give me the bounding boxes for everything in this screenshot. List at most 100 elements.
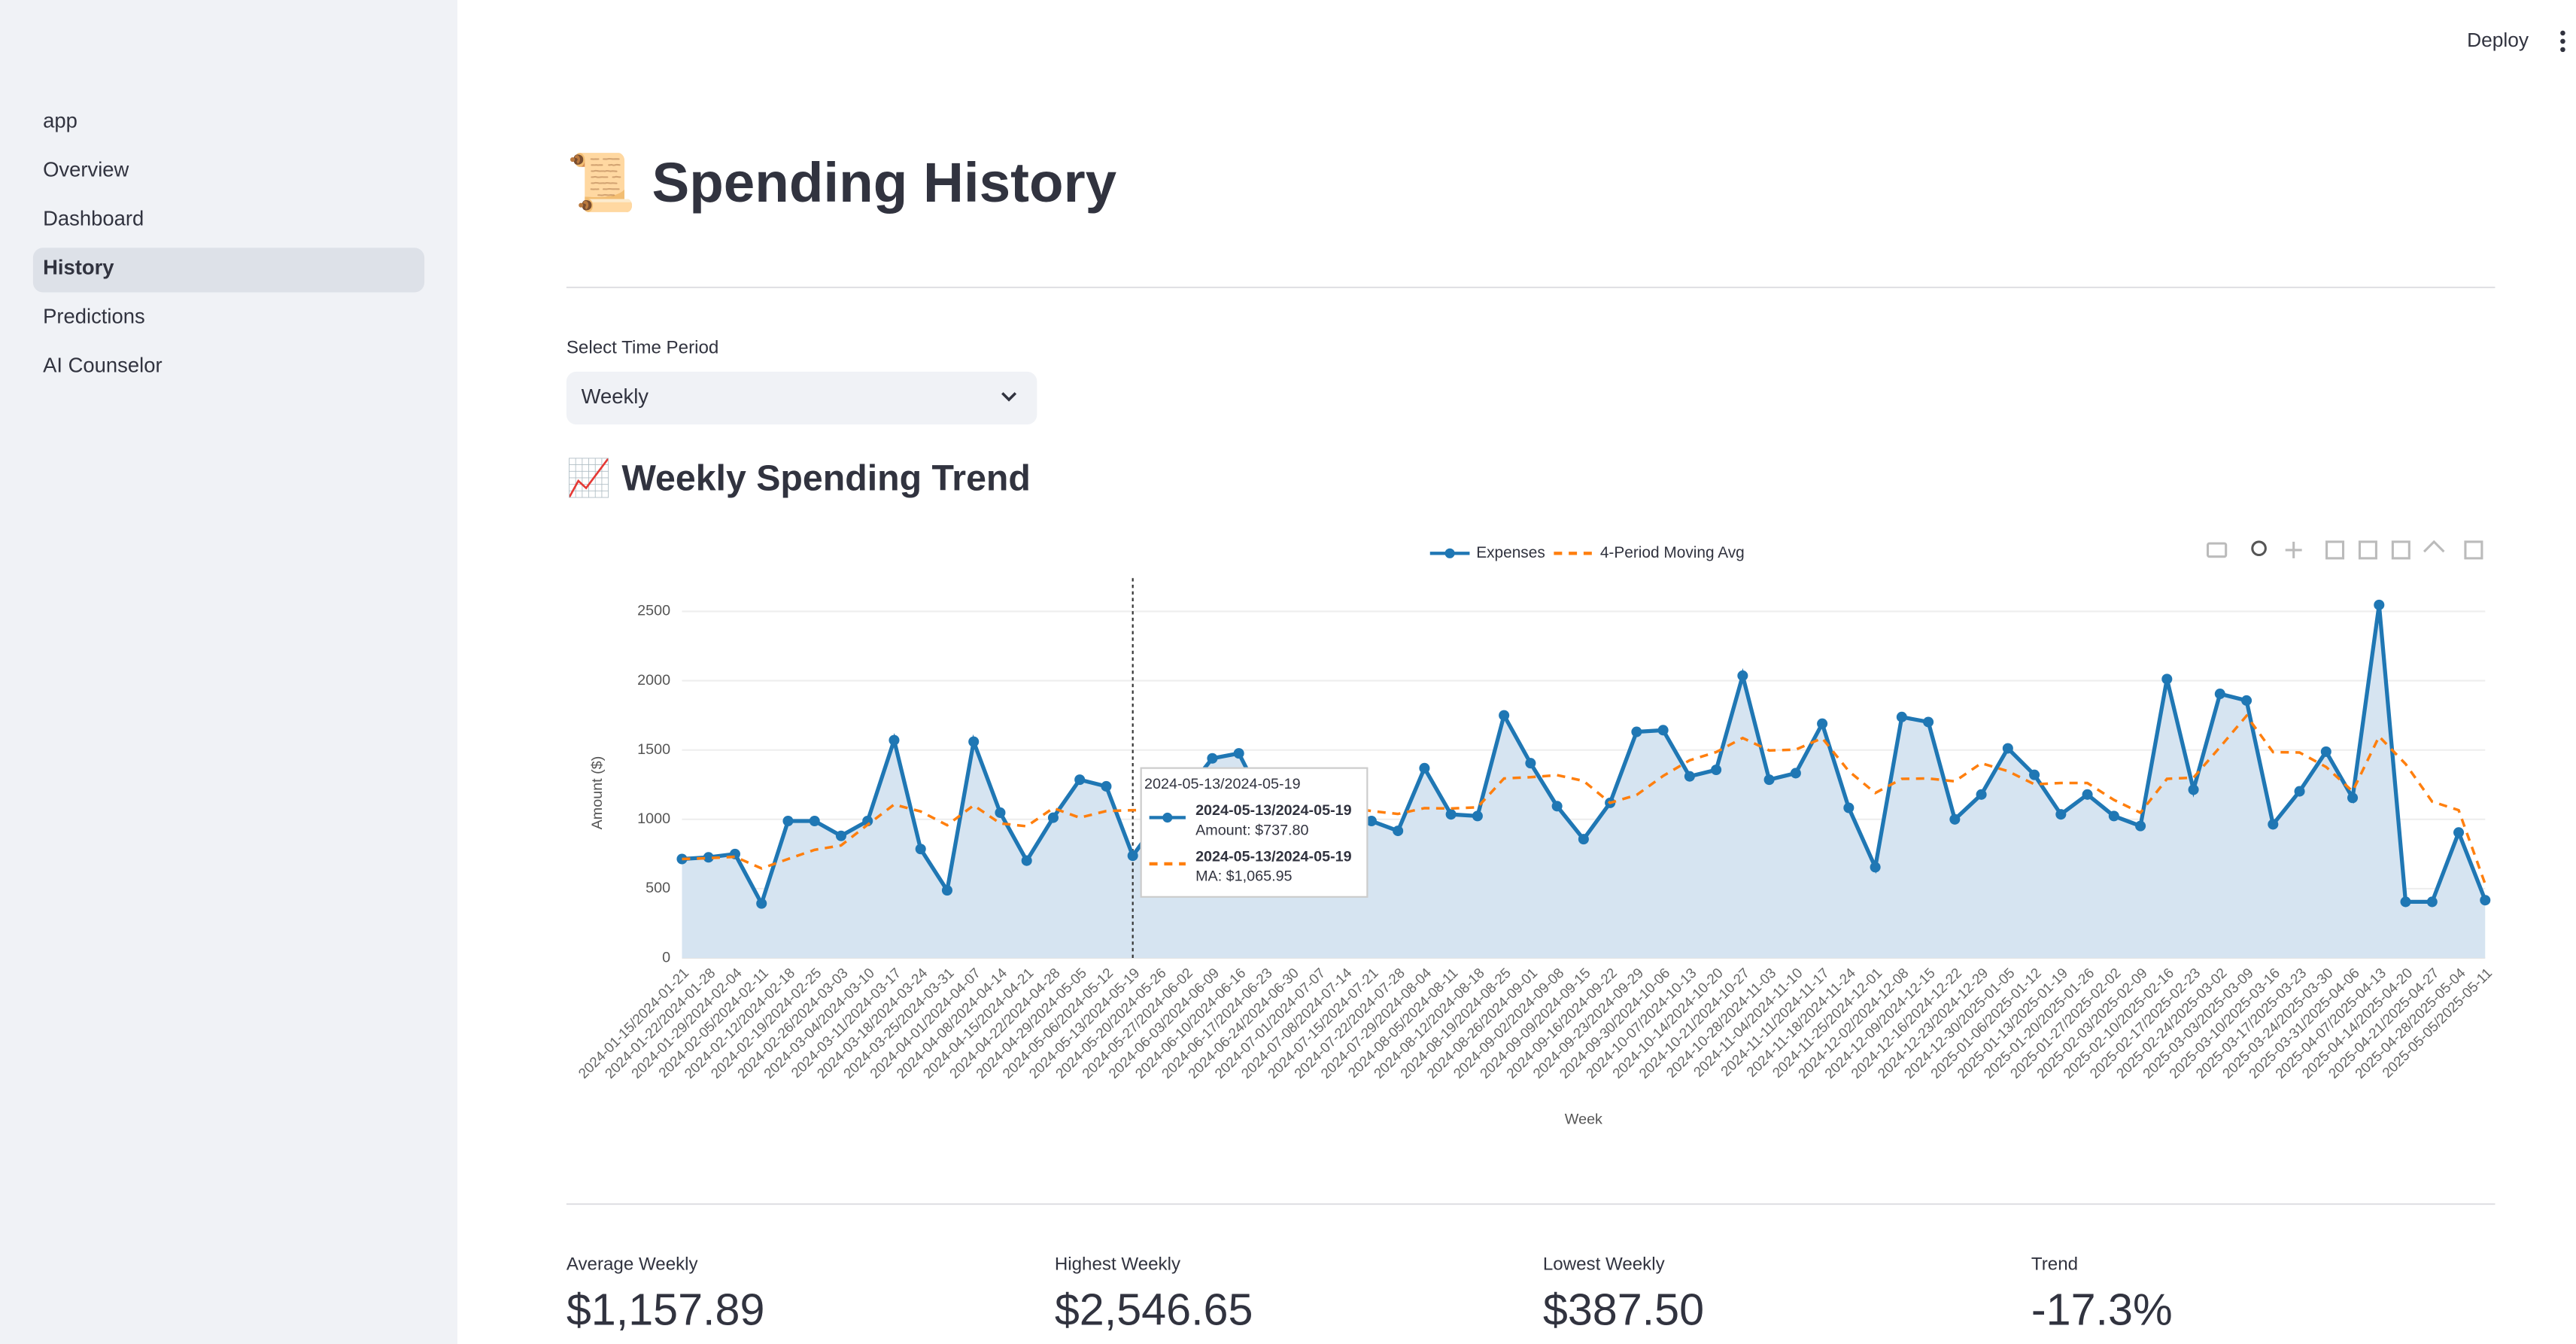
nav: app Overview Dashboard History Predictions AI… <box>43 109 163 377</box>
marker <box>1127 850 1138 862</box>
marker <box>809 815 820 827</box>
marker <box>995 807 1006 818</box>
tooltip-box <box>1140 767 1368 898</box>
marker <box>2241 695 2252 706</box>
marker <box>2055 809 2067 820</box>
marker <box>1578 834 1589 845</box>
marker <box>2002 743 2013 754</box>
metric-value: -17.3% <box>2031 1285 2173 1335</box>
marker <box>1207 753 1218 764</box>
marker <box>1472 810 1483 822</box>
select-value[interactable]: Weekly <box>582 385 649 408</box>
marker <box>915 844 926 855</box>
metric-value: $1,157.89 <box>567 1285 765 1335</box>
y-tick-label: 2500 <box>637 603 670 619</box>
metric-value: $2,546.65 <box>1055 1285 1253 1335</box>
marker <box>1817 718 1828 729</box>
marker <box>2082 789 2093 800</box>
nav-item[interactable]: app <box>43 109 77 132</box>
menu-button[interactable] <box>2560 30 2565 53</box>
marker <box>835 830 846 841</box>
marker <box>756 898 767 909</box>
marker <box>2294 786 2305 797</box>
marker <box>862 815 873 827</box>
marker <box>2320 746 2331 757</box>
marker <box>1499 710 1510 721</box>
marker <box>941 885 952 896</box>
tooltip-value: MA: $1,065.95 <box>1195 868 1292 885</box>
marker <box>2480 895 2491 906</box>
tooltip-header: 2024-05-13/2024-05-19 <box>1144 776 1301 792</box>
series-line <box>682 713 2486 885</box>
legend-label: Expenses <box>1476 544 1545 561</box>
tooltip-value: Amount: $737.80 <box>1195 822 1308 838</box>
modebar <box>2207 540 2483 560</box>
y-tick-label: 1000 <box>637 810 670 827</box>
metric-label: Trend <box>2031 1254 2078 1275</box>
metric-label: Lowest Weekly <box>1543 1254 1666 1275</box>
metrics: Average Weekly $1,157.89 Highest Weekly $2,… <box>567 1254 2173 1335</box>
marker <box>1896 711 1907 722</box>
marker <box>2188 784 2199 795</box>
marker <box>2400 896 2411 908</box>
tooltip-marker <box>1162 812 1173 823</box>
marker <box>1419 762 1430 774</box>
marker <box>1737 670 1748 681</box>
chevron <box>1001 392 1017 402</box>
marker <box>1233 748 1244 759</box>
sidebar <box>0 0 457 1344</box>
marker <box>2214 689 2225 700</box>
nav-item[interactable]: Dashboard <box>43 207 144 230</box>
marker <box>2108 810 2119 822</box>
metric-label: Highest Weekly <box>1055 1254 1181 1275</box>
chart: 050010001500200025002024-01-15/2024-01-2… <box>575 544 2495 1128</box>
metric-label: Average Weekly <box>567 1254 699 1275</box>
select-box[interactable] <box>566 371 1037 425</box>
marker <box>2374 599 2385 610</box>
marker <box>1711 765 1722 776</box>
nav-item[interactable]: AI Counselor <box>43 354 163 377</box>
y-tick-label: 2000 <box>637 672 670 689</box>
marker <box>1949 813 1961 825</box>
deploy-button[interactable]: Deploy <box>2467 29 2529 51</box>
marker <box>1790 768 1801 779</box>
marker <box>968 736 980 747</box>
y-tick-label: 1500 <box>637 741 670 758</box>
marker <box>2268 819 2279 830</box>
subheader: 📈 Weekly Spending Trend <box>567 457 1031 498</box>
marker <box>2426 896 2438 908</box>
marker <box>2029 769 2040 780</box>
y-tick-label: 0 <box>662 949 670 965</box>
marker <box>1445 809 1457 820</box>
marker <box>1631 726 1642 737</box>
marker <box>2161 674 2173 685</box>
area-fill <box>682 604 2486 959</box>
marker <box>1525 758 1536 769</box>
marker <box>1657 725 1669 736</box>
marker <box>1047 812 1059 823</box>
tooltip-category: 2024-05-13/2024-05-19 <box>1195 848 1352 865</box>
y-tick-label: 500 <box>646 880 670 896</box>
marker <box>703 852 714 863</box>
nav-item[interactable]: History <box>43 256 114 279</box>
marker <box>1923 716 1934 728</box>
x-axis-title: Week <box>1565 1111 1602 1127</box>
marker <box>1976 789 1987 800</box>
marker <box>782 815 794 827</box>
legend-marker <box>1444 548 1455 558</box>
marker <box>2453 827 2465 838</box>
nav-active-bg <box>32 248 425 293</box>
marker <box>1101 780 1112 792</box>
marker <box>1393 826 1404 837</box>
legend-label: 4-Period Moving Avg <box>1600 544 1745 561</box>
marker <box>1870 862 1881 873</box>
select-label: Select Time Period <box>567 338 718 358</box>
nav-item[interactable]: Overview <box>43 158 129 181</box>
metric-value: $387.50 <box>1543 1285 1704 1335</box>
marker <box>2347 792 2359 804</box>
marker <box>1843 802 1855 813</box>
marker <box>1021 855 1032 866</box>
nav-item[interactable]: Predictions <box>43 305 145 328</box>
marker <box>1551 801 1563 812</box>
